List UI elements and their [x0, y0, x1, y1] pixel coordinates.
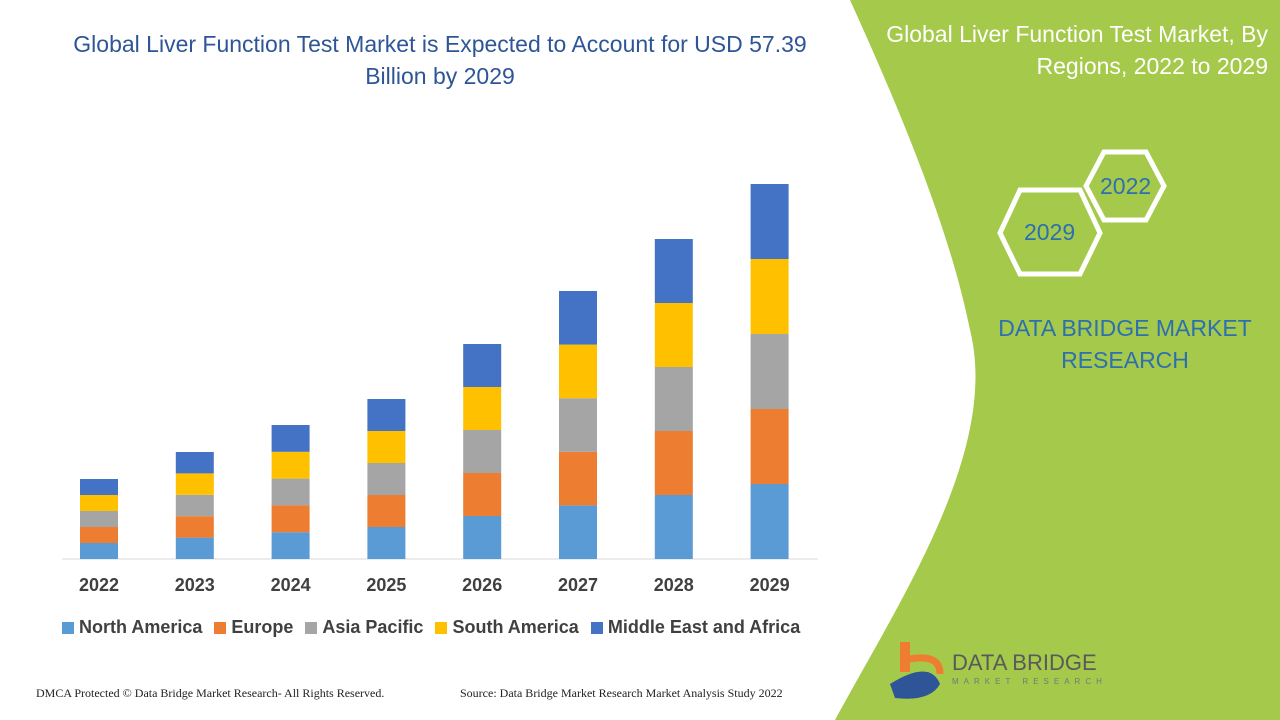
- source-footer: Source: Data Bridge Market Research Mark…: [460, 686, 783, 700]
- bar-2028-south-america: [654, 303, 693, 367]
- logo-text: DATA BRIDGE: [952, 650, 1097, 675]
- x-tick-2028: 2028: [653, 575, 694, 595]
- x-tick-2027: 2027: [557, 575, 599, 595]
- bar-2027-europe: [559, 451, 597, 506]
- bar-2024-middle-east-and-africa: [271, 425, 310, 452]
- bar-2026-north-america: [463, 516, 502, 559]
- copyright-footer: DMCA Protected © Data Bridge Market Rese…: [36, 686, 385, 700]
- bar-2027-north-america: [559, 505, 597, 559]
- legend-item: North America: [62, 617, 202, 638]
- bar-2028-asia-pacific: [654, 367, 693, 431]
- x-tick-2022: 2022: [78, 575, 120, 595]
- x-tick-2029: 2029: [749, 575, 790, 595]
- hexagon-2022: [1083, 149, 1167, 223]
- bar-2029-europe: [750, 409, 789, 484]
- bar-2024-north-america: [271, 532, 310, 559]
- side-panel-title: Global Liver Function Test Market, By Re…: [886, 21, 1268, 79]
- bar-2023-north-america: [175, 537, 214, 559]
- green-side-panel: [835, 0, 1280, 720]
- legend-label: North America: [79, 617, 203, 637]
- bar-2028-north-america: [654, 495, 693, 559]
- bars: [80, 184, 789, 559]
- bar-2028-europe: [654, 431, 693, 495]
- bar-2022-asia-pacific: [80, 511, 118, 527]
- chart-title: Global Liver Function Test Market is Exp…: [73, 31, 807, 89]
- legend-item: South America: [435, 617, 579, 638]
- legend-swatch: [305, 621, 318, 634]
- bar-2029-north-america: [750, 484, 789, 559]
- x-tick-2023: 2023: [174, 575, 215, 595]
- bar-2022-south-america: [80, 495, 118, 511]
- bar-2025-middle-east-and-africa: [367, 399, 406, 431]
- bar-2024-europe: [271, 505, 310, 533]
- legend-swatch: [62, 621, 74, 634]
- bar-2026-asia-pacific: [463, 430, 502, 473]
- bar-2024-asia-pacific: [271, 478, 310, 506]
- bar-2023-south-america: [175, 473, 214, 495]
- x-tick-2025: 2025: [366, 575, 407, 595]
- legend-swatch: [435, 621, 448, 634]
- bar-2025-north-america: [367, 527, 406, 559]
- bar-2027-middle-east-and-africa: [559, 291, 597, 345]
- bar-2025-europe: [367, 495, 406, 527]
- x-tick-2024: 2024: [270, 575, 311, 595]
- bar-2023-asia-pacific: [175, 494, 214, 517]
- hex-label-2029: 2029: [1024, 219, 1076, 245]
- bar-2023-europe: [175, 516, 214, 538]
- brand-name: DATA BRIDGE MARKET RESEARCH: [998, 315, 1252, 373]
- hex-label-2022: 2022: [1100, 173, 1152, 199]
- legend-item: Asia Pacific: [305, 617, 423, 638]
- legend: North America Europe Asia Pacific South Ame…: [62, 617, 800, 638]
- legend-item: Europe: [214, 617, 293, 638]
- x-tick-2026: 2026: [462, 575, 503, 595]
- hexagon-2029: [997, 187, 1103, 277]
- bar-2029-south-america: [750, 259, 789, 334]
- bar-2022-north-america: [80, 543, 118, 559]
- bar-2028-middle-east-and-africa: [654, 239, 693, 303]
- legend-swatch: [590, 621, 603, 634]
- legend-label: Europe: [231, 617, 294, 637]
- bar-2024-south-america: [271, 451, 310, 479]
- bar-2022-europe: [80, 527, 118, 543]
- bar-2025-asia-pacific: [367, 463, 406, 495]
- bar-2023-middle-east-and-africa: [175, 452, 214, 474]
- bar-2025-south-america: [367, 431, 406, 463]
- bar-2022-middle-east-and-africa: [80, 479, 118, 495]
- legend-item: Middle East and Africa: [590, 617, 801, 638]
- bar-2026-middle-east-and-africa: [463, 344, 502, 387]
- logo-subtext: MARKET RESEARCH: [952, 677, 1107, 686]
- bar-2026-south-america: [463, 387, 502, 430]
- legend-label: Middle East and Africa: [607, 617, 801, 637]
- bar-2027-south-america: [559, 344, 597, 399]
- logo-icon: [890, 642, 944, 699]
- bar-2029-asia-pacific: [750, 334, 789, 409]
- legend-label: South America: [452, 617, 579, 637]
- legend-swatch: [214, 621, 227, 634]
- bar-2029-middle-east-and-africa: [750, 184, 789, 259]
- bar-2027-asia-pacific: [559, 398, 597, 452]
- bar-2026-europe: [463, 473, 502, 516]
- legend-label: Asia Pacific: [322, 617, 424, 637]
